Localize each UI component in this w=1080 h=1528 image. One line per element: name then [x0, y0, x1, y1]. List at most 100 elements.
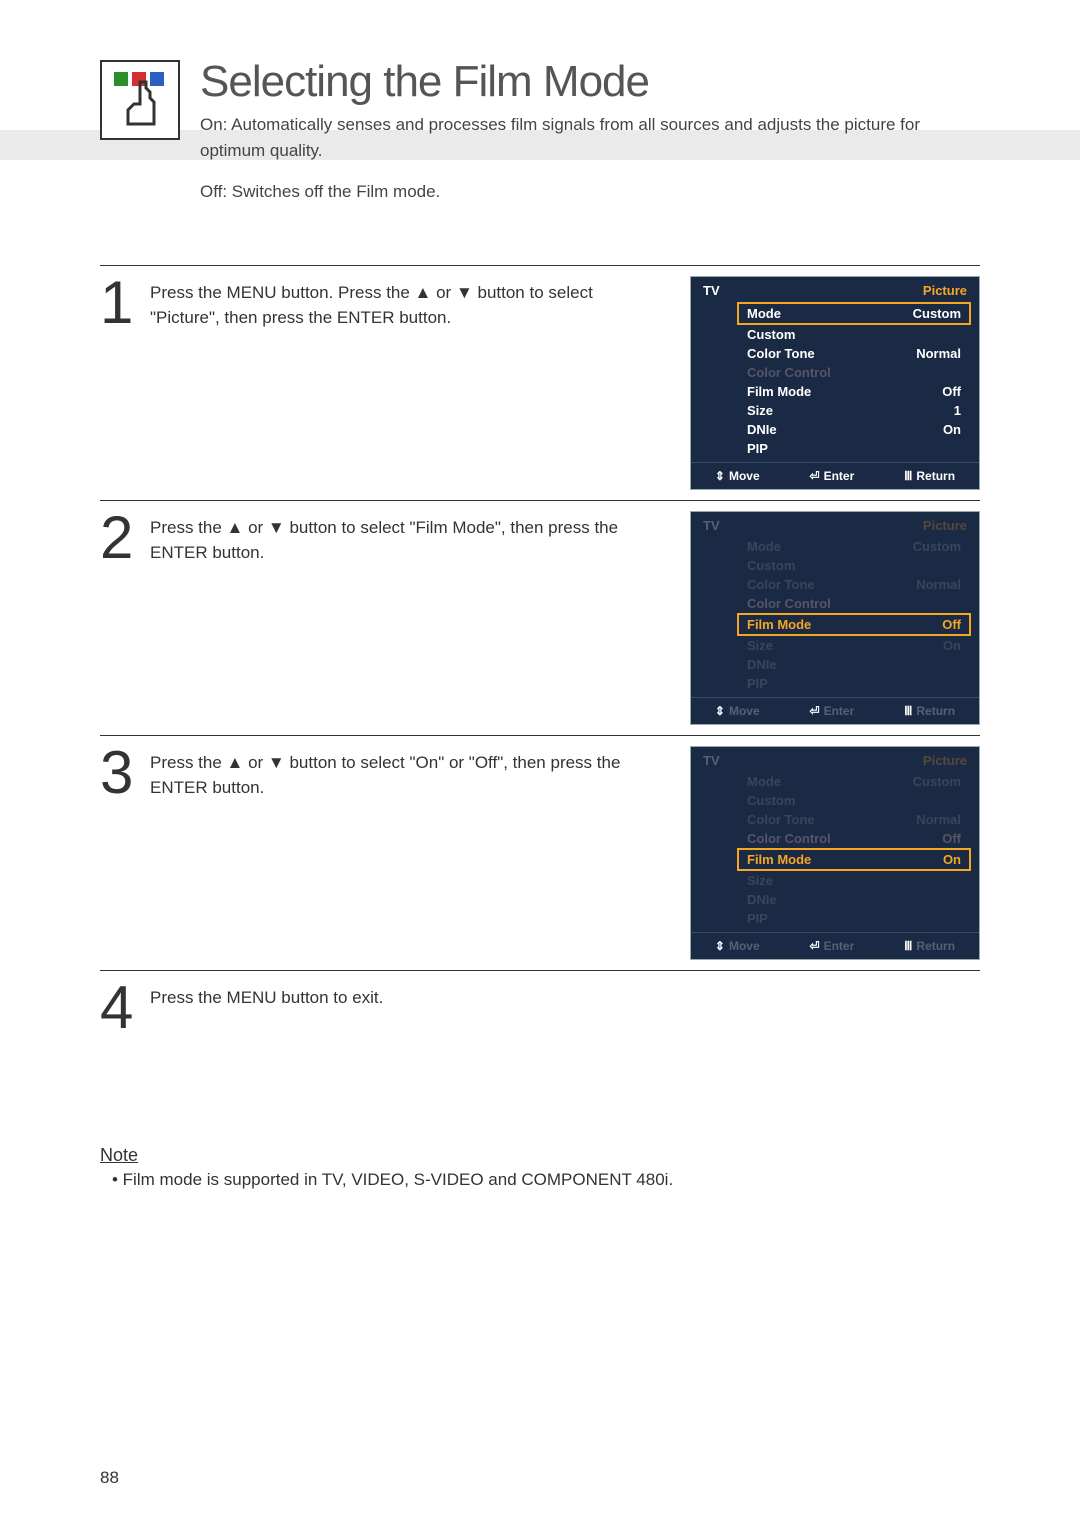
osd-menu-row: DNIe: [739, 890, 969, 909]
osd-row-label: Color Tone: [747, 812, 815, 827]
osd-row-label: Film Mode: [747, 617, 811, 632]
osd-row-value: On: [943, 638, 961, 653]
description-off: Off: Switches off the Film mode.: [200, 179, 980, 205]
step-1: 1 Press the MENU button. Press the ▲ or …: [100, 265, 980, 500]
osd-menu-row: PIP: [739, 439, 969, 458]
osd-row-value: Normal: [916, 346, 961, 361]
osd-row-label: PIP: [747, 911, 768, 926]
step-text: Press the MENU button. Press the ▲ or ▼ …: [150, 276, 680, 331]
osd-row-label: Size: [747, 403, 773, 418]
osd-menu-row: Film Mode On: [737, 848, 971, 871]
step-text: Press the MENU button to exit.: [150, 981, 980, 1011]
osd-row-label: Film Mode: [747, 384, 811, 399]
osd-menu-row: Custom: [739, 556, 969, 575]
osd-menu-row: Size: [739, 871, 969, 890]
page-title: Selecting the Film Mode: [200, 60, 980, 104]
osd-category: Picture: [923, 283, 967, 298]
osd-row-label: DNIe: [747, 892, 777, 907]
note-title: Note: [100, 1145, 980, 1166]
osd-menu-row: Color Control: [739, 363, 969, 382]
osd-menu-row: Color Tone Normal: [739, 810, 969, 829]
osd-row-value: Off: [942, 831, 961, 846]
osd-tv-label: TV: [703, 283, 720, 298]
page-header: Selecting the Film Mode On: Automaticall…: [100, 60, 980, 205]
page-number: 88: [100, 1468, 119, 1488]
osd-screenshot-3: TV Picture Mode Custom Custom Color Tone Nor…: [690, 746, 980, 960]
note-section: Note • Film mode is supported in TV, VID…: [100, 1145, 980, 1190]
note-bullet: • Film mode is supported in TV, VIDEO, S…: [100, 1170, 980, 1190]
return-icon: Ⅲ: [904, 469, 912, 483]
osd-tv-label: TV: [703, 753, 720, 768]
description-on: On: Automatically senses and processes f…: [200, 112, 980, 163]
osd-menu-row: PIP: [739, 674, 969, 693]
step-3: 3 Press the ▲ or ▼ button to select "On"…: [100, 735, 980, 970]
footer-enter: ⏎Enter: [810, 469, 855, 483]
osd-menu-row: Mode Custom: [737, 302, 971, 325]
step-number: 1: [100, 276, 140, 330]
osd-row-value: Off: [942, 384, 961, 399]
osd-row-label: Color Tone: [747, 577, 815, 592]
step-text: Press the ▲ or ▼ button to select "Film …: [150, 511, 680, 566]
steps-list: 1 Press the MENU button. Press the ▲ or …: [100, 265, 980, 1045]
osd-row-value: Custom: [913, 539, 961, 554]
osd-screenshot-2: TV Picture ModeCustomCustomColor ToneNor…: [690, 511, 980, 725]
osd-menu-row: Color Control: [739, 594, 969, 613]
enter-icon: ⏎: [810, 704, 820, 718]
footer-move: ⇕Move: [715, 469, 760, 483]
osd-menu-row: Custom: [739, 325, 969, 344]
enter-icon: ⏎: [810, 469, 820, 483]
osd-row-value: 1: [954, 403, 961, 418]
osd-screenshot-1: TV Picture Mode Custom Custom Color Tone Nor…: [690, 276, 980, 490]
footer-return: ⅢReturn: [904, 469, 955, 483]
step-number: 3: [100, 746, 140, 800]
osd-menu-row: Mode Custom: [739, 772, 969, 791]
return-icon: Ⅲ: [904, 939, 912, 953]
osd-row-label: Custom: [747, 558, 795, 573]
osd-row-label: Color Control: [747, 365, 831, 380]
osd-menu-row: Film Mode Off: [739, 382, 969, 401]
osd-menu-row: Custom: [739, 791, 969, 810]
footer-return: ⅢReturn: [904, 939, 955, 953]
step-2: 2 Press the ▲ or ▼ button to select "Fil…: [100, 500, 980, 735]
osd-row-label: DNIe: [747, 422, 777, 437]
osd-category: Picture: [923, 518, 967, 533]
footer-enter: ⏎Enter: [810, 939, 855, 953]
footer-return: ⅢReturn: [904, 704, 955, 718]
osd-menu-row: DNIe: [739, 655, 969, 674]
osd-menu-row: SizeOn: [739, 636, 969, 655]
move-icon: ⇕: [715, 704, 725, 718]
touch-icon: [100, 60, 180, 140]
osd-row-label: Mode: [747, 306, 781, 321]
osd-row-label: Color Control: [747, 831, 831, 846]
move-icon: ⇕: [715, 939, 725, 953]
osd-row-label: PIP: [747, 676, 768, 691]
osd-row-label: Custom: [747, 793, 795, 808]
osd-row-label: Film Mode: [747, 852, 811, 867]
osd-row-value: Off: [942, 617, 961, 632]
osd-row-label: Color Tone: [747, 346, 815, 361]
osd-menu-row: Color Tone Normal: [739, 575, 969, 594]
osd-row-label: Size: [747, 873, 773, 888]
manual-page: Selecting the Film Mode On: Automaticall…: [0, 0, 1080, 1230]
osd-menu-row: Color Tone Normal: [739, 344, 969, 363]
osd-row-value: Normal: [916, 812, 961, 827]
osd-menu-row: ModeCustom: [739, 537, 969, 556]
footer-move: ⇕Move: [715, 704, 760, 718]
step-number: 4: [100, 981, 140, 1035]
osd-row-value: Custom: [913, 774, 961, 789]
footer-enter: ⏎Enter: [810, 704, 855, 718]
osd-row-value: Normal: [916, 577, 961, 592]
hand-icon: [122, 80, 166, 132]
osd-category: Picture: [923, 753, 967, 768]
osd-menu-row: PIP: [739, 909, 969, 928]
osd-row-value: On: [943, 422, 961, 437]
step-number: 2: [100, 511, 140, 565]
osd-row-value: On: [943, 852, 961, 867]
osd-menu-row: DNIe On: [739, 420, 969, 439]
return-icon: Ⅲ: [904, 704, 912, 718]
osd-row-label: Mode: [747, 774, 781, 789]
osd-menu-row: Size 1: [739, 401, 969, 420]
osd-row-label: DNIe: [747, 657, 777, 672]
osd-row-value: Custom: [913, 306, 961, 321]
osd-menu-row: Film Mode Off: [737, 613, 971, 636]
